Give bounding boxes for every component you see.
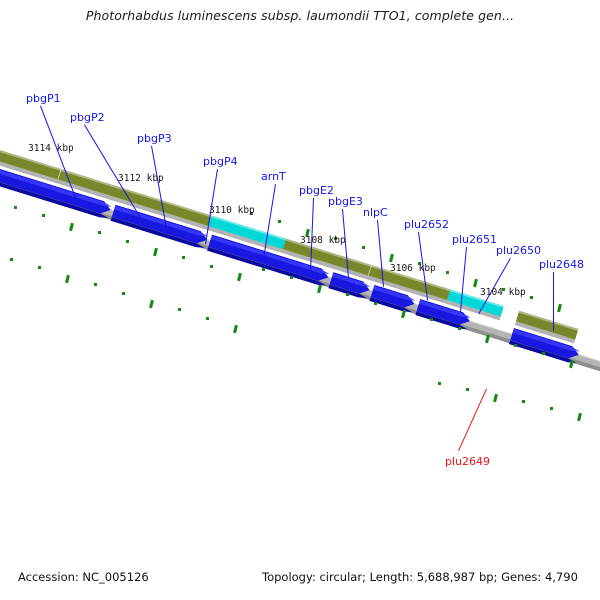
tick-lower-left-6 — [178, 308, 181, 311]
tick-lower-left-7 — [206, 317, 209, 320]
gene-label-plu2649[interactable]: plu2649 — [445, 455, 491, 468]
tick-lower-left-5 — [149, 299, 154, 309]
gene-label-pbgP1[interactable]: pbgP1 — [26, 92, 61, 105]
tick-lower-mid-1 — [290, 276, 293, 279]
tick-upper-mid-4 — [362, 246, 365, 249]
tick-upper-mid-7 — [446, 271, 449, 274]
tick-upper-mid-9 — [502, 288, 505, 291]
tick-lower-left-4 — [122, 292, 125, 295]
gene-label-nlpC[interactable]: nlpC — [363, 206, 388, 219]
ruler-tick-3114: 3114 kbp — [28, 143, 74, 154]
gene-label-pbgP4[interactable]: pbgP4 — [203, 155, 238, 168]
ruler-tick-3104: 3104 kbp — [480, 287, 526, 298]
tick-lower-mid-10 — [542, 352, 545, 355]
tick-lower-left-3 — [94, 283, 97, 286]
ruler-tick-3110: 3110 kbp — [209, 205, 255, 216]
tick-bottom-right-4 — [550, 407, 553, 410]
gene-label-plu2650[interactable]: plu2650 — [496, 244, 542, 257]
gene-label-pbgP2[interactable]: pbgP2 — [70, 111, 105, 124]
accession-text: Accession: NC_005126 — [18, 570, 149, 584]
tick-upper-mid-11 — [557, 303, 562, 313]
tick-lower-left-2 — [65, 274, 70, 284]
tick-lower-mid-7 — [458, 327, 461, 330]
tick-upper-left-4 — [126, 240, 129, 243]
gene-label-arnT[interactable]: arnT — [261, 170, 286, 183]
gene-label-pbgE3[interactable]: pbgE3 — [328, 195, 363, 208]
tick-lower-left-0 — [10, 258, 13, 261]
tick-upper-mid-6 — [418, 262, 421, 265]
tick-lower-mid-8 — [485, 334, 490, 344]
gene-label-plu2652[interactable]: plu2652 — [404, 218, 450, 231]
ruler-tick-3108: 3108 kbp — [300, 235, 346, 246]
tick-upper-mid-0 — [250, 212, 253, 215]
tick-lower-mid-0 — [262, 268, 265, 271]
tick-upper-left-1 — [42, 214, 45, 217]
gene-label-pbgP3[interactable]: pbgP3 — [137, 132, 172, 145]
tick-upper-left-3 — [98, 231, 101, 234]
tick-lower-mid-6 — [430, 318, 433, 321]
tick-lower-mid-2 — [317, 284, 322, 294]
tick-bottom-right-2 — [493, 393, 498, 403]
gene-label-pbgE2[interactable]: pbgE2 — [299, 184, 334, 197]
topology-text: Topology: circular; Length: 5,688,987 bp… — [262, 570, 578, 584]
tick-lower-mid-3 — [346, 293, 349, 296]
tick-upper-left-8 — [237, 272, 242, 282]
leader-line-plu2649 — [458, 388, 487, 451]
tick-upper-left-2 — [69, 222, 74, 232]
ruler-tick-3112: 3112 kbp — [118, 173, 164, 184]
tick-upper-mid-1 — [278, 220, 281, 223]
tick-upper-left-0 — [14, 206, 17, 209]
tick-lower-left-1 — [38, 266, 41, 269]
tick-upper-mid-5 — [389, 253, 394, 263]
tick-bottom-right-5 — [577, 412, 582, 422]
tick-bottom-right-0 — [438, 382, 441, 385]
tick-lower-left-8 — [233, 324, 238, 334]
page-title: Photorhabdus luminescens subsp. laumondi… — [85, 8, 515, 23]
tick-upper-left-5 — [153, 247, 158, 257]
tick-lower-mid-9 — [514, 344, 517, 347]
leader-line-plu2648 — [553, 272, 554, 331]
tick-lower-mid-4 — [374, 302, 377, 305]
tick-upper-mid-8 — [473, 278, 478, 288]
tick-upper-mid-10 — [530, 296, 533, 299]
tick-bottom-right-3 — [522, 400, 525, 403]
ruler-tick-3106: 3106 kbp — [390, 263, 436, 274]
gene-label-plu2648[interactable]: plu2648 — [539, 258, 585, 271]
tick-lower-mid-5 — [401, 309, 406, 319]
gene-label-plu2651[interactable]: plu2651 — [452, 233, 498, 246]
status-bar: Accession: NC_005126 Topology: circular;… — [0, 570, 600, 592]
tick-upper-left-6 — [182, 256, 185, 259]
tick-upper-left-7 — [210, 265, 213, 268]
tick-bottom-right-1 — [466, 388, 469, 391]
tick-upper-mid-3 — [334, 237, 337, 240]
